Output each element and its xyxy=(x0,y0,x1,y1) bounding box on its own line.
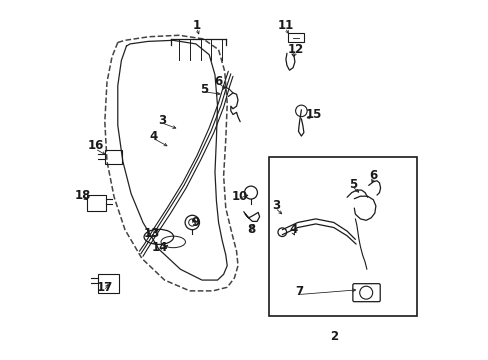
Text: 5: 5 xyxy=(200,83,208,96)
Text: 16: 16 xyxy=(88,139,104,152)
Text: 3: 3 xyxy=(271,199,280,212)
Text: 11: 11 xyxy=(277,19,293,32)
Text: 15: 15 xyxy=(305,108,321,121)
Text: 4: 4 xyxy=(288,223,297,236)
Text: 18: 18 xyxy=(75,189,91,202)
Text: 10: 10 xyxy=(232,190,248,203)
Text: 17: 17 xyxy=(97,281,113,294)
Text: 12: 12 xyxy=(287,43,303,56)
Text: 3: 3 xyxy=(158,114,166,127)
Text: 9: 9 xyxy=(191,216,200,229)
Text: 2: 2 xyxy=(329,330,337,343)
Text: 14: 14 xyxy=(151,241,168,254)
Text: 13: 13 xyxy=(143,227,160,240)
Text: 8: 8 xyxy=(246,223,255,236)
FancyBboxPatch shape xyxy=(268,157,416,316)
Text: 1: 1 xyxy=(193,19,201,32)
Text: 5: 5 xyxy=(348,178,357,191)
Text: 6: 6 xyxy=(368,169,377,182)
Text: 7: 7 xyxy=(295,285,303,298)
Text: 4: 4 xyxy=(149,130,158,143)
Text: 6: 6 xyxy=(214,75,222,87)
